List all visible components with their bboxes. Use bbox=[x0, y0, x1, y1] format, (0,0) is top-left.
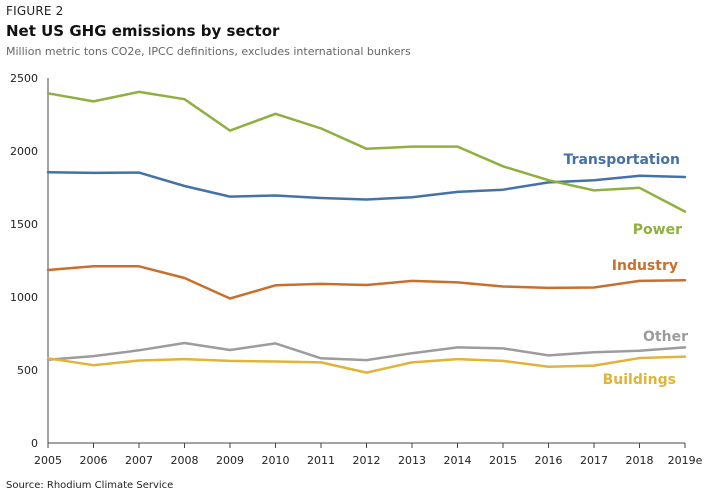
x-tick-label: 2019e bbox=[668, 454, 703, 467]
x-tick-label: 2010 bbox=[262, 454, 290, 467]
chart-axes bbox=[47, 78, 685, 444]
x-tick-label: 2008 bbox=[171, 454, 199, 467]
x-tick-label: 2006 bbox=[80, 454, 108, 467]
y-tick-label: 2000 bbox=[10, 145, 38, 158]
series-line-other bbox=[46, 341, 687, 362]
x-tick-label: 2012 bbox=[353, 454, 381, 467]
series-lines bbox=[46, 90, 687, 374]
x-tick-label: 2016 bbox=[535, 454, 563, 467]
y-tick-label: 1500 bbox=[10, 218, 38, 231]
series-label-buildings: Buildings bbox=[603, 372, 676, 388]
x-tick-label: 2007 bbox=[125, 454, 153, 467]
x-tick-label: 2018 bbox=[626, 454, 654, 467]
y-tick-label: 0 bbox=[31, 437, 38, 450]
source-note: Source: Rhodium Climate Service bbox=[6, 480, 174, 491]
x-axis-ticks: 2005 2006 2007 2008 2009 2010 2011 2012 2013 2014… bbox=[34, 443, 703, 467]
x-tick-label: 2015 bbox=[489, 454, 517, 467]
series-line-transportation bbox=[46, 170, 687, 201]
chart-title: Net US GHG emissions by sector bbox=[6, 22, 280, 40]
y-tick-label: 1000 bbox=[10, 291, 38, 304]
chart-subtitle: Million metric tons CO2e, IPCC definitio… bbox=[6, 45, 411, 58]
series-label-transportation: Transportation bbox=[564, 152, 680, 168]
series-line-industry bbox=[46, 265, 687, 300]
x-tick-label: 2005 bbox=[34, 454, 62, 467]
y-tick-label: 2500 bbox=[10, 72, 38, 85]
y-axis-ticks: 0 500 1000 1500 2000 2500 bbox=[10, 72, 38, 450]
y-tick-label: 500 bbox=[17, 364, 38, 377]
x-tick-label: 2017 bbox=[580, 454, 608, 467]
x-tick-label: 2014 bbox=[444, 454, 472, 467]
x-tick-label: 2013 bbox=[398, 454, 426, 467]
figure-label: FIGURE 2 bbox=[6, 4, 64, 18]
x-tick-label: 2011 bbox=[307, 454, 335, 467]
series-labels: Transportation Power Industry Other Building… bbox=[564, 152, 689, 388]
series-line-power bbox=[46, 90, 687, 213]
series-label-power: Power bbox=[633, 222, 682, 238]
x-tick-label: 2009 bbox=[216, 454, 244, 467]
series-label-other: Other bbox=[643, 329, 688, 345]
series-label-industry: Industry bbox=[612, 258, 678, 274]
series-line-buildings bbox=[46, 355, 687, 374]
